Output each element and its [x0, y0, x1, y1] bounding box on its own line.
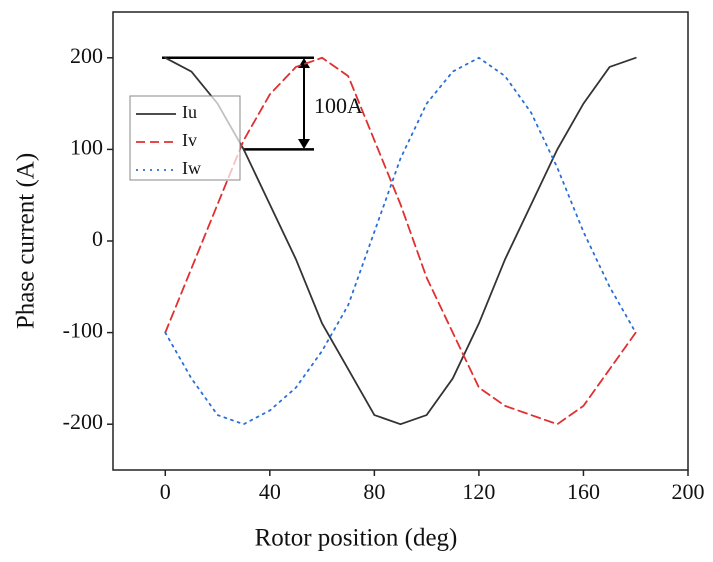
y-tick-label: 0 — [92, 226, 103, 251]
annotation-arrowhead — [298, 58, 310, 149]
legend-label: Iw — [182, 158, 201, 178]
x-axis-label: Rotor position (deg) — [255, 525, 458, 552]
y-tick-label: -100 — [63, 318, 103, 343]
y-tick-label: 100 — [70, 134, 103, 159]
series-line — [164, 56, 637, 426]
series-line — [164, 56, 637, 426]
x-tick-label: 40 — [259, 479, 281, 504]
legend-box — [129, 95, 241, 181]
legend-label: Iu — [182, 102, 197, 122]
legend-label: Iv — [182, 130, 197, 150]
y-tick-label: -200 — [63, 409, 103, 434]
x-tick-label: 200 — [672, 479, 705, 504]
x-tick-label: 80 — [363, 479, 385, 504]
y-tick-label: 200 — [70, 43, 103, 68]
series-line — [164, 56, 637, 426]
x-tick-label: 120 — [462, 479, 495, 504]
annotation-text: 100A — [314, 93, 363, 118]
y-axis-label: Phase current (A) — [13, 153, 40, 329]
x-tick-label: 0 — [160, 479, 171, 504]
annotation: 100A — [162, 56, 363, 151]
x-tick-label: 160 — [567, 479, 600, 504]
